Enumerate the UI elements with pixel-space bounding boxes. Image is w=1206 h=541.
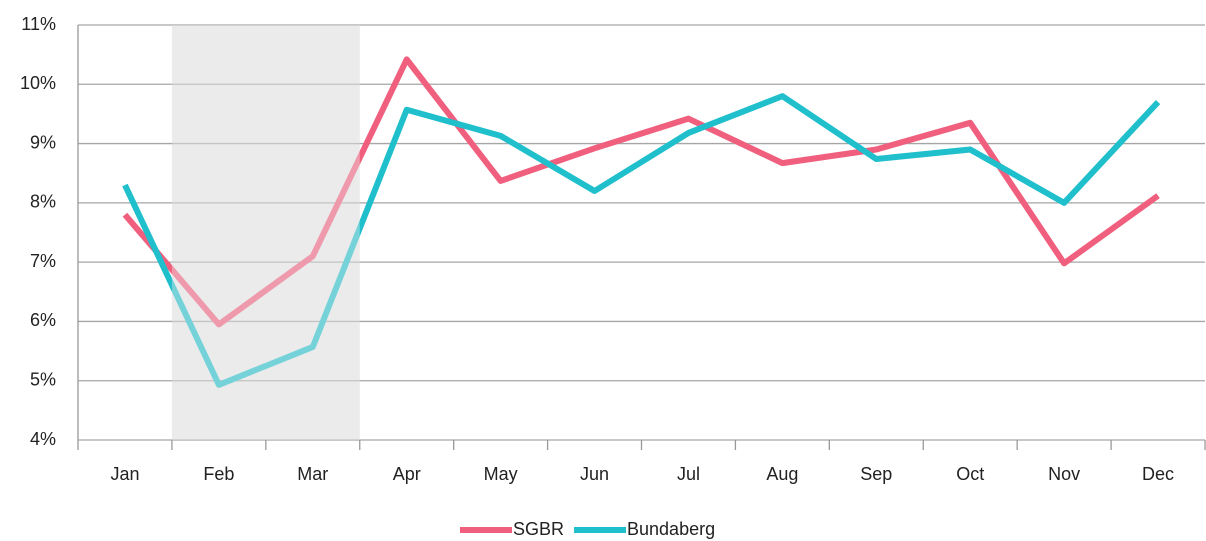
x-tick-label: Feb (203, 464, 234, 484)
highlight-fade (171, 25, 360, 440)
x-tick-label: Apr (393, 464, 421, 484)
y-tick-label: 8% (30, 192, 56, 212)
legend-label: SGBR (513, 519, 564, 539)
y-tick-label: 10% (20, 73, 56, 93)
x-tick-label: Mar (297, 464, 328, 484)
x-tick-label: Oct (956, 464, 984, 484)
y-tick-label: 6% (30, 310, 56, 330)
y-tick-label: 7% (30, 251, 56, 271)
y-tick-label: 9% (30, 132, 56, 152)
highlight-region (171, 25, 360, 440)
x-tick-label: Aug (766, 464, 798, 484)
x-tick-label: Dec (1142, 464, 1174, 484)
series-line (122, 93, 1161, 388)
x-tick-label: May (484, 464, 518, 484)
x-tick-label: Jan (110, 464, 139, 484)
series-line (122, 56, 1160, 328)
y-tick-label: 11% (21, 14, 56, 34)
y-tick-label: 4% (30, 429, 56, 449)
x-tick-label: Jun (580, 464, 609, 484)
x-tick-label: Jul (677, 464, 700, 484)
y-tick-label: 5% (30, 369, 56, 389)
x-tick-label: Sep (860, 464, 892, 484)
legend-label: Bundaberg (627, 519, 715, 539)
x-tick-label: Nov (1048, 464, 1080, 484)
